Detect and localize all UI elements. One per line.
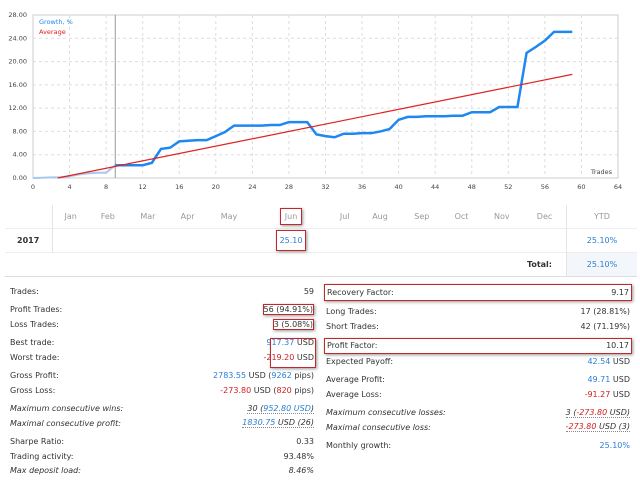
stat-activity: Trading activity: 93.48% [10,451,314,461]
y-tick-label: 20.00 [8,58,27,66]
stat-avg-loss: Average Loss: -91.27 USD [326,389,630,399]
ytd-value: 25.10% [566,228,637,253]
stat-sharpe: Sharpe Ratio: 0.33 [10,437,314,447]
stat-payoff: Expected Payoff: 42.54 USD [326,356,630,366]
y-tick-label: 28.00 [8,11,27,19]
month-header: Apr [180,212,195,221]
stat-loss-trades: Loss Trades: 3 (5.08%) [10,318,314,330]
x-tick-label: 12 [139,183,147,191]
x-tick-label: 48 [468,183,476,191]
month-header: Mar [140,212,156,221]
month-header: Sep [414,212,430,221]
stat-best-trade: Best trade: 917.37 USD [10,338,314,348]
x-tick-label: 52 [504,183,512,191]
month-header: Aug [372,212,388,221]
x-tick-label: 44 [431,183,439,191]
month-header: May [220,212,238,221]
x-tick-label: 56 [541,183,549,191]
monthly-table: Jan Feb Mar Apr May Jun Jul Aug Sep Oct Nov Dec YTD … [0,205,640,277]
month-header: Nov [494,212,510,221]
stat-long: Long Trades: 17 (28.81%) [326,307,630,317]
stat-short: Short Trades: 42 (71.19%) [326,321,630,331]
x-tick-label: 24 [248,183,256,191]
plot-area [32,14,619,179]
stat-profit-trades: Profit Trades: 56 (94.91%) [10,304,314,316]
stats-right: Recovery Factor: 9.17 Long Trades: 17 (28.… [324,284,632,453]
stat-max-profit: Maximal consecutive profit: 1830.75 USD (… [10,418,314,429]
legend-growth: Growth, % [39,18,73,26]
month-header: YTD [566,205,637,229]
x-tick-label: 28 [285,183,293,191]
total-label: Total: [526,260,552,269]
y-tick-label: 16.00 [8,81,27,89]
stat-max-wins: Maximum consecutive wins: 30 (952.80 USD) [10,403,314,414]
y-tick-label: 0.00 [13,174,27,182]
stat-profit-factor: Profit Factor: 10.17 [324,337,632,354]
y-tick-label: 12.00 [8,104,27,112]
x-tick-label: 40 [394,183,402,191]
stat-monthly-growth: Monthly growth: 25.10% [326,441,630,451]
stat-worst-trade: Worst trade: -219.20 USD [10,352,314,362]
x-tick-label: 16 [175,183,183,191]
stat-recovery: Recovery Factor: 9.17 [324,284,632,301]
x-tick-label: 64 [614,183,622,191]
month-header: Dec [536,212,553,221]
stat-load: Max deposit load: 8.46% [10,466,314,476]
stat-max-losses: Maximum consecutive losses: 3 (-273.80 US… [326,407,630,418]
month-header: Oct [454,212,469,221]
month-header: Jan [64,212,77,221]
y-tick-label: 8.00 [13,127,27,135]
month-header: Feb [100,212,115,221]
month-header: Jun [251,205,330,229]
growth-line [115,30,573,167]
x-tick-label: 60 [577,183,585,191]
year-label: 2017 [5,228,53,253]
stat-max-loss: Maximal consecutive loss: -273.80 USD (3) [326,422,630,433]
x-axis-label: Trades [590,168,613,176]
growth-chart: 0 4 8 12 16 20 24 28 32 36 40 44 48 52 56 60 640.004.008… [8,11,622,191]
x-tick-label: 4 [67,183,71,191]
month-header: Jul [339,212,350,221]
stat-gross-profit: Gross Profit: 2783.55 USD (9262 pips) [10,371,314,381]
y-tick-label: 4.00 [13,151,27,159]
stat-trades: Trades: 59 [10,286,314,296]
x-tick-label: 0 [31,183,35,191]
x-tick-label: 36 [358,183,366,191]
x-tick-label: 8 [104,183,108,191]
growth-line-history [32,164,116,179]
y-tick-label: 24.00 [8,34,27,42]
x-tick-label: 20 [212,183,220,191]
average-line [57,73,573,179]
jun-value: 25.10 [275,230,307,251]
total-value: 25.10% [566,252,637,277]
stats-left: Trades: 59 Profit Trades: 56 (94.91%) Loss… [8,284,316,478]
x-tick-label: 32 [321,183,329,191]
stat-avg-profit: Average Profit: 49.71 USD [326,375,630,385]
legend-average: Average [39,28,66,36]
stat-gross-loss: Gross Loss: -273.80 USD (820 pips) [10,385,314,395]
